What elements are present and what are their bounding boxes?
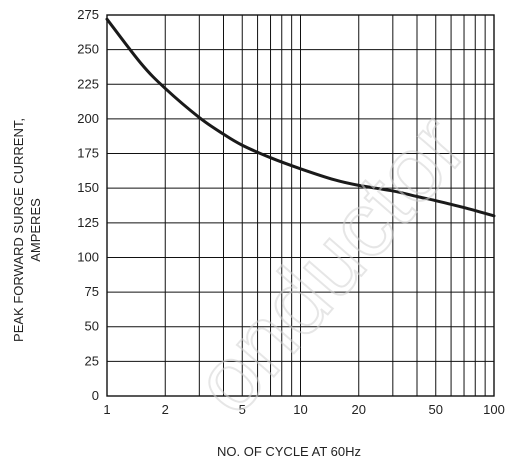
y-tick-label: 250 [77, 42, 99, 57]
x-tick-label: 20 [352, 402, 366, 417]
grid [106, 14, 495, 397]
y-tick-label: 175 [77, 146, 99, 161]
y-tick-labels: 0 25 50 75 100 125 150 175 200 225 250 275 [77, 7, 99, 403]
y-tick-label: 150 [77, 180, 99, 195]
surge-current-curve [105, 17, 496, 218]
y-tick-label: 50 [85, 319, 99, 334]
y-tick-label: 75 [85, 284, 99, 299]
x-axis-label: NO. OF CYCLE AT 60Hz [217, 444, 361, 459]
y-tick-label: 0 [92, 388, 99, 403]
y-tick-label: 200 [77, 111, 99, 126]
y-tick-label: 125 [77, 215, 99, 230]
y-tick-label: 100 [77, 249, 99, 264]
series-group [105, 17, 496, 218]
y-axis-label-line-1: PEAK FORWARD SURGE CURRENT, [11, 118, 26, 342]
x-tick-label: 2 [162, 402, 169, 417]
x-tick-label: 1 [103, 402, 110, 417]
y-axis-label-line-2: AMPERES [28, 198, 43, 262]
x-tick-label: 10 [293, 402, 307, 417]
y-tick-label: 25 [85, 353, 99, 368]
y-tick-label: 275 [77, 7, 99, 22]
x-tick-label: 5 [239, 402, 246, 417]
plot-frame [106, 14, 495, 397]
x-tick-label: 100 [483, 402, 505, 417]
y-tick-label: 225 [77, 76, 99, 91]
watermark-text: onductor [174, 96, 486, 433]
x-tick-labels: 1 2 5 10 20 50 100 [103, 402, 504, 417]
x-tick-label: 50 [429, 402, 443, 417]
